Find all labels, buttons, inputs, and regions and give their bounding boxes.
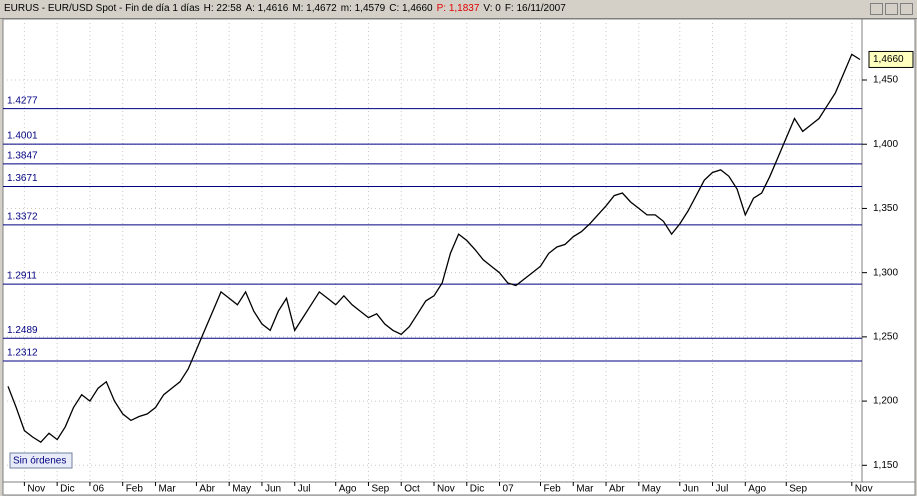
time-axis xyxy=(2,481,916,496)
y-tick-label: 1,150 xyxy=(873,460,898,471)
price-tag: 1,4660 xyxy=(873,54,904,65)
y-tick-label: 1,250 xyxy=(873,332,898,343)
y-tick-label: 1,450 xyxy=(873,75,898,86)
price-tag-box xyxy=(868,50,914,68)
x-tick-label: Sep xyxy=(789,484,807,495)
header-field: m: 1,4579 xyxy=(340,3,386,14)
button-label: Sin órdenes xyxy=(13,456,66,467)
x-tick-label: Jun xyxy=(683,484,699,495)
y-tick-label: 1,300 xyxy=(873,267,898,278)
x-tick-label: Mar xyxy=(576,484,594,495)
x-tick-label: 06 xyxy=(93,484,105,495)
x-tick-label: Nov xyxy=(855,484,873,495)
x-tick-label: Abr xyxy=(199,484,215,495)
x-tick-label: May xyxy=(232,484,251,495)
x-tick-label: Mar xyxy=(158,484,176,495)
x-tick-label: Abr xyxy=(609,484,625,495)
header-field: P: 1,1837 xyxy=(436,3,480,14)
x-tick-label: 07 xyxy=(503,484,515,495)
level-label: 1.3847 xyxy=(7,151,38,162)
header-field: F: 16/11/2007 xyxy=(504,3,566,14)
header-field: C: 1,4660 xyxy=(389,3,433,14)
header-field: M: 1,4672 xyxy=(292,3,337,14)
price-line xyxy=(7,53,861,444)
close[interactable] xyxy=(900,3,913,15)
x-tick-label: May xyxy=(642,484,661,495)
x-tick-label: Nov xyxy=(437,484,455,495)
title-bar: EURUS - EUR/USD Spot - Fin de día 1 días… xyxy=(0,0,917,19)
y-tick-label: 1,350 xyxy=(873,203,898,214)
level-label: 1.2911 xyxy=(7,271,37,282)
x-tick-label: Dic xyxy=(470,484,484,495)
x-tick-label: Ago xyxy=(339,484,357,495)
plot-area xyxy=(2,19,863,483)
x-tick-label: Jul xyxy=(716,484,729,495)
level-label: 1.3671 xyxy=(7,173,38,184)
chart: 1,150 1,200 1,250 1,300 1,350 1,400 1,450 Nov Di… xyxy=(2,19,916,496)
minimize[interactable] xyxy=(870,3,883,15)
x-tick-label: Jul xyxy=(298,484,311,495)
price-axis xyxy=(861,19,916,483)
header-field: V: 0 xyxy=(483,3,501,14)
level-label: 1.4001 xyxy=(7,131,38,142)
window-buttons xyxy=(870,3,913,15)
level-label: 1.4277 xyxy=(7,95,38,106)
level-label: 1.2489 xyxy=(7,325,38,336)
y-tick-label: 1,200 xyxy=(873,396,898,407)
y-tick-label: 1,400 xyxy=(873,139,898,150)
header-field: EURUS - EUR/USD Spot - Fin de día 1 días xyxy=(4,3,200,14)
maximize[interactable] xyxy=(885,3,898,15)
level-label: 1.2312 xyxy=(7,348,38,359)
level-label: 1.3372 xyxy=(7,212,38,223)
button-box[interactable] xyxy=(9,452,73,469)
header-field: H: 22:58 xyxy=(203,3,242,14)
x-tick-label: Feb xyxy=(126,484,144,495)
x-tick-label: Jun xyxy=(265,484,281,495)
x-tick-label: Ago xyxy=(748,484,766,495)
x-tick-label: Sep xyxy=(371,484,389,495)
x-tick-label: Dic xyxy=(60,484,74,495)
x-tick-label: Feb xyxy=(544,484,562,495)
x-tick-label: Oct xyxy=(404,484,420,495)
x-tick-label: Nov xyxy=(27,484,45,495)
header-field: A: 1,4616 xyxy=(245,3,289,14)
